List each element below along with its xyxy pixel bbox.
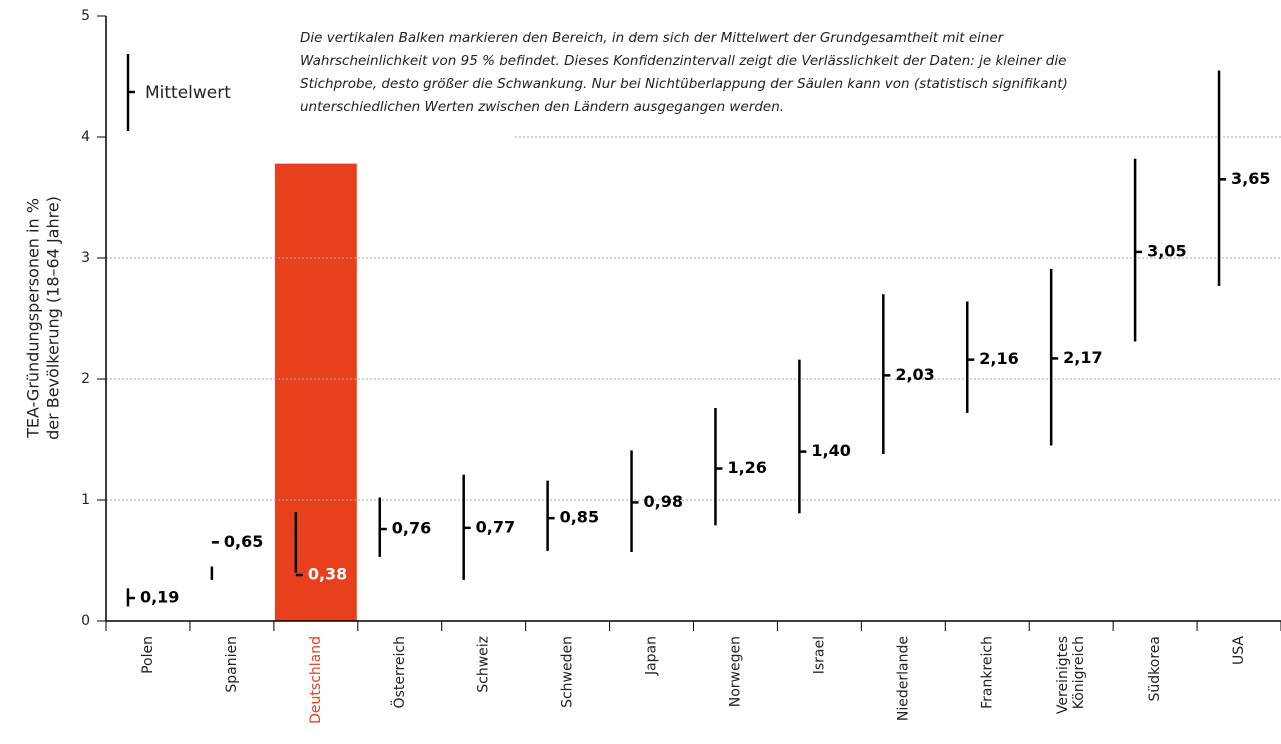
y-tick-label: 2 [81,371,90,387]
x-tick-label: Niederlande [895,636,911,721]
y-tick-label: 5 [81,8,90,24]
y-tick-label: 3 [81,250,90,266]
annotation: Stichprobe, desto größer die Schwankung.… [300,76,1068,92]
annotation: unterschiedlichen Werten zwischen den Lä… [300,99,784,115]
value-label: 0,65 [224,532,263,551]
value-label: 2,17 [1063,348,1102,367]
value-label: 2,16 [979,349,1018,368]
y-tick-label: 4 [81,129,90,145]
value-label: 0,98 [644,492,683,511]
x-tick-label: Deutschland [308,636,324,724]
y-tick-label: 1 [81,492,90,508]
x-tick-label: Südkorea [1147,636,1163,701]
value-label: 3,65 [1231,169,1270,188]
highlight-bar [274,163,357,621]
value-label: 0,85 [560,508,599,527]
x-tick-label: Schweiz [476,636,492,693]
x-tick-label: VereinigtesKönigreich [1055,636,1087,714]
x-tick-label: Israel [811,636,827,674]
x-tick-label: USA [1231,636,1247,665]
x-tick-label: Schweden [560,636,576,708]
value-label: 0,76 [392,519,431,538]
value-label: 0,38 [308,565,347,584]
y-axis-label: TEA-Gründungspersonen in % [24,198,43,439]
annotation: Die vertikalen Balken markieren den Bere… [300,30,1005,46]
value-label: 3,05 [1147,241,1186,260]
annotation: Wahrscheinlichkeit von 95 % befindet. Di… [300,53,1066,69]
x-tick-label: Polen [140,636,156,674]
value-label: 0,77 [476,517,515,536]
y-axis-label: der Bevölkerung (18–64 Jahre) [44,196,63,440]
legend-label: Mittelwert [145,83,231,103]
value-label: 1,40 [811,441,850,460]
x-tick-label: Spanien [224,636,240,693]
x-tick-label: Frankreich [979,636,995,709]
x-tick-label: Österreich [390,636,408,708]
x-tick-label: Japan [644,636,660,676]
value-label: 2,03 [895,365,934,384]
value-label: 0,19 [140,588,179,607]
value-label: 1,26 [727,458,766,477]
y-tick-label: 0 [81,613,90,629]
x-tick-label: Norwegen [727,636,743,707]
